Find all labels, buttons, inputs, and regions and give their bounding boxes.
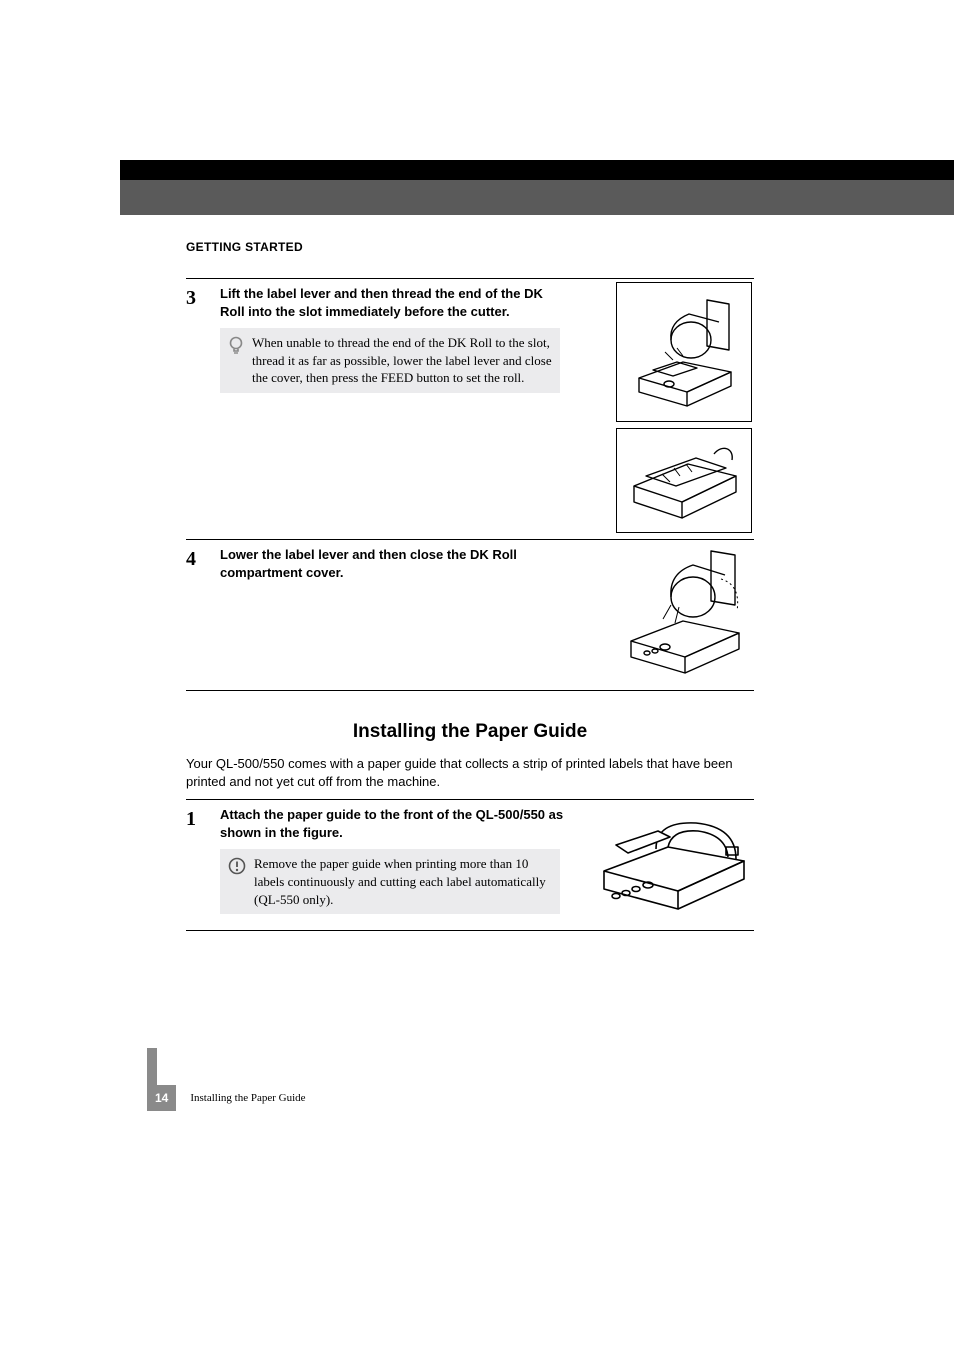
step-block-4: 4 Lower the label lever and then close t… [186,540,754,690]
footer-tab: 14 Installing the Paper Guide [147,1085,306,1111]
step-title: Lower the label lever and then close the… [220,546,560,581]
note-text: When unable to thread the end of the DK … [252,334,552,387]
section-intro: Your QL-500/550 comes with a paper guide… [186,755,754,791]
illustration-printer-close [616,543,752,683]
step-number: 4 [186,546,202,581]
content-column: 3 Lift the label lever and then thread t… [186,278,754,931]
step-title: Lift the label lever and then thread the… [220,285,570,320]
rule [186,930,754,931]
step-title: Attach the paper guide to the front of t… [220,806,570,841]
note-caution: Remove the paper guide when printing mor… [220,849,560,914]
section-title: Installing the Paper Guide [186,721,754,743]
printer-close-icon [619,545,749,681]
printer-open-icon [629,292,739,412]
header-band-grey [120,180,954,215]
page-root: GETTING STARTED 3 Lift the label lever a… [0,0,954,1351]
printer-paperguide-icon [586,803,754,913]
rule [186,690,754,691]
note-tip: When unable to thread the end of the DK … [220,328,560,393]
illustration-paper-guide [586,803,754,913]
step-block-3: 3 Lift the label lever and then thread t… [186,279,754,539]
caution-icon [228,857,246,880]
illustration-printer-thread [616,282,752,422]
page-number: 14 [147,1085,176,1111]
note-text: Remove the paper guide when printing mor… [254,855,552,908]
step-number: 3 [186,285,202,393]
lightbulb-icon [228,336,244,361]
illustration-printer-slot [616,428,752,533]
printer-slot-icon [628,438,740,524]
footer-label: Installing the Paper Guide [190,1092,305,1104]
step-block-1b: 1 Attach the paper guide to the front of… [186,800,754,930]
running-head: GETTING STARTED [186,240,303,254]
step-number: 1 [186,806,202,914]
